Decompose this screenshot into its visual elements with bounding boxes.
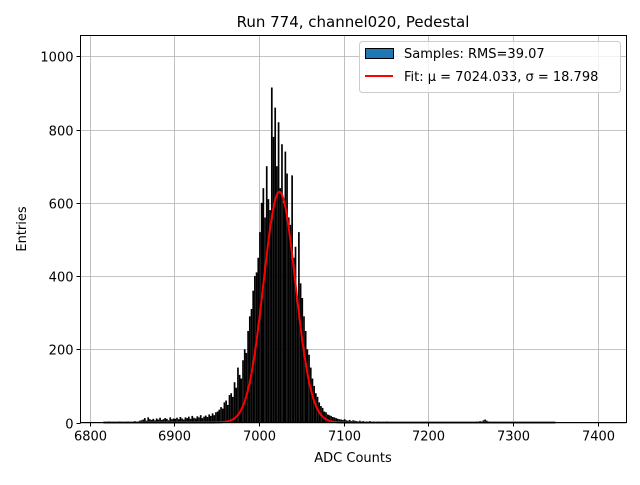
histogram-bar — [239, 375, 241, 423]
histogram-bar — [291, 175, 293, 422]
histogram-bar — [249, 316, 251, 422]
histogram-bar — [224, 402, 226, 422]
histogram-bar — [215, 412, 217, 422]
histogram-bar — [244, 349, 246, 422]
histogram-bar — [240, 379, 242, 423]
y-tick-label: 1000 — [40, 51, 73, 66]
histogram-bar — [278, 122, 280, 422]
fit-curve — [103, 192, 555, 423]
grid — [81, 36, 627, 424]
histogram-bar — [271, 87, 273, 422]
histogram-bar — [288, 217, 290, 422]
histogram-bar — [229, 395, 231, 422]
x-tick-label: 7100 — [328, 430, 361, 445]
legend-fit-label: Fit: μ = 7024.033, σ = 18.798 — [404, 70, 598, 85]
histogram-bar — [266, 166, 268, 422]
histogram-bar — [279, 188, 281, 422]
y-tick-label: 400 — [49, 271, 74, 286]
y-tick-label: 800 — [49, 125, 74, 140]
histogram-bar — [230, 393, 232, 422]
y-tick-label: 0 — [65, 418, 73, 433]
histogram-bar — [303, 316, 305, 422]
histogram-bar — [264, 217, 266, 422]
x-tick-label: 6900 — [158, 430, 191, 445]
y-axis-label: Entries — [15, 206, 30, 252]
histogram-bar — [257, 258, 259, 423]
histogram-bar — [208, 414, 210, 422]
x-axis-label: ADC Counts — [314, 451, 392, 466]
histogram-bar — [285, 152, 287, 423]
y-axis-ticks: 0 200 400 600 800 1000 — [40, 51, 80, 433]
histogram-bar — [301, 298, 303, 422]
histogram-bar — [273, 137, 275, 423]
axes-frame — [81, 36, 627, 423]
histogram-bar — [300, 283, 302, 422]
histogram-bar — [212, 413, 214, 422]
histogram-bar — [281, 144, 283, 422]
x-tick-label: 7400 — [582, 430, 615, 445]
histogram-bar — [242, 360, 244, 422]
y-tick-label: 200 — [49, 344, 74, 359]
histogram-bar — [247, 331, 249, 423]
histogram-bar — [263, 188, 265, 422]
histogram-bar — [246, 353, 248, 423]
histogram-bars — [103, 87, 553, 422]
histogram-bar — [225, 401, 227, 423]
histogram-bar — [269, 210, 271, 422]
chart-title: Run 774, channel020, Pedestal — [237, 13, 470, 31]
histogram-bar — [290, 225, 292, 423]
legend-histogram-label: Samples: RMS=39.07 — [404, 47, 545, 62]
histogram-bar — [325, 412, 327, 422]
legend-histogram-swatch — [366, 49, 394, 59]
histogram-bar — [305, 331, 307, 423]
histogram-bar — [296, 302, 298, 423]
histogram-bar — [222, 409, 224, 423]
histogram-bar — [298, 232, 300, 422]
histogram-bar — [307, 349, 309, 422]
histogram-bar — [259, 232, 261, 422]
histogram-bar — [213, 415, 215, 422]
legend: Samples: RMS=39.07 Fit: μ = 7024.033, σ … — [360, 42, 621, 93]
histogram-bar — [218, 410, 220, 423]
histogram-bar — [217, 412, 219, 423]
x-tick-label: 7200 — [412, 430, 445, 445]
x-axis-ticks: 6800 6900 7000 7100 7200 7300 7400 — [74, 423, 615, 445]
histogram-bar — [227, 405, 229, 423]
x-tick-label: 6800 — [74, 430, 107, 445]
histogram-bar — [283, 203, 285, 423]
histogram-bar — [274, 108, 276, 423]
y-tick-label: 600 — [49, 198, 74, 213]
x-tick-label: 7000 — [243, 430, 276, 445]
histogram-bar — [200, 415, 202, 422]
histogram-bar — [220, 407, 222, 422]
x-tick-label: 7300 — [497, 430, 530, 445]
histogram-bar — [205, 416, 207, 423]
histogram-bar — [276, 166, 278, 422]
